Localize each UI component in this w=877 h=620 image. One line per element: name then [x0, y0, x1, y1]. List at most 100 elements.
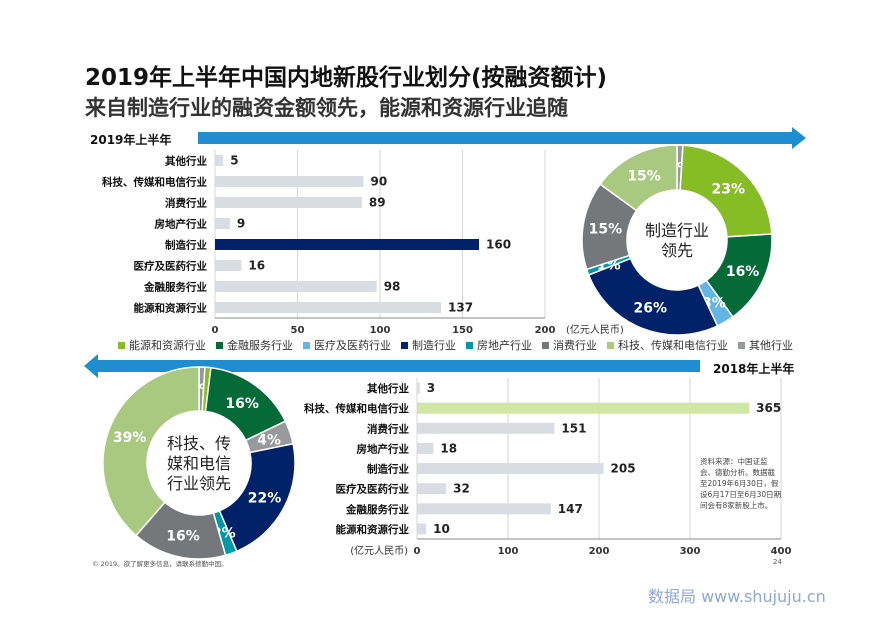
arrow-2018 [84, 354, 700, 378]
bar [215, 197, 362, 208]
category-label: 房地产行业 [357, 442, 410, 455]
data-label: 10 [433, 522, 450, 536]
category-label: 消费行业 [367, 422, 409, 435]
legend-swatch [466, 341, 473, 349]
tick-label: 0 [212, 325, 219, 336]
category-label: 科技、传媒和电信行业 [304, 402, 409, 415]
legend-swatch [303, 341, 310, 349]
data-label: 151 [561, 421, 586, 435]
page-title: 2019年上半年中国内地新股行业划分(按融资额计) [85, 65, 608, 91]
category-label: 科技、传媒和电信行业 [102, 176, 207, 189]
page-number: 24 [773, 558, 782, 566]
category-label: 其他行业 [165, 155, 207, 168]
bar [417, 463, 604, 475]
donut-center-label: 行业领先 [167, 474, 231, 493]
slice-label: 16% [225, 396, 259, 412]
data-label: 137 [448, 301, 473, 315]
legend-item: 制造行业 [401, 337, 456, 353]
legend-swatch [542, 341, 549, 349]
bar [417, 483, 447, 495]
slice-label: 15% [627, 168, 661, 184]
bar [215, 260, 242, 271]
data-label: 98 [384, 280, 401, 294]
tick-label: 400 [771, 546, 792, 557]
legend-swatch [607, 341, 614, 349]
category-label: 金融服务行业 [345, 503, 409, 516]
legend-item: 金融服务行业 [216, 337, 293, 353]
data-label: 147 [558, 502, 583, 516]
pie-slice [218, 442, 296, 553]
donut-center-label: 领先 [661, 241, 693, 260]
data-label: 32 [453, 482, 470, 496]
bar [215, 239, 479, 250]
period-label-2019: 2019年上半年 [90, 133, 172, 147]
slice-label: 39% [113, 430, 147, 446]
tick-label: 50 [291, 325, 305, 336]
category-label: 制造行业 [367, 463, 409, 476]
legend-swatch [216, 341, 223, 349]
bar [215, 176, 364, 187]
tick-label: 100 [498, 546, 519, 557]
category-label: 能源和资源行业 [336, 523, 410, 536]
period-label-2018: 2018年上半年 [713, 362, 795, 376]
legend-item: 医疗及医药行业 [303, 337, 391, 353]
category-label: 医疗及医药行业 [134, 260, 208, 273]
slice-label: 15% [589, 222, 623, 238]
tick-label: 0 [414, 546, 421, 557]
copyright: © 2019。欲了解更多信息，请联系德勤中国。 [92, 560, 228, 568]
category-label: 消费行业 [165, 197, 207, 210]
watermark: 数据局 www.shujuju.cn [648, 587, 826, 606]
data-label: 18 [440, 441, 457, 455]
legend-item: 科技、传媒和电信行业 [607, 337, 728, 353]
bar [215, 218, 230, 229]
bar [215, 302, 442, 313]
tick-label: 200 [589, 546, 610, 557]
bar [417, 402, 750, 414]
donut-center-label: 制造行业 [645, 221, 709, 240]
bar [215, 155, 224, 166]
tick-label: 100 [370, 325, 391, 336]
slice-label: 4% [257, 432, 281, 448]
category-label: 其他行业 [367, 382, 409, 395]
tick-label: 150 [452, 325, 473, 336]
tick-label: 300 [680, 546, 701, 557]
slice-label: 16% [726, 264, 760, 280]
data-label: 16 [248, 259, 265, 273]
slice-label: 26% [634, 300, 668, 316]
legend-item: 其他行业 [738, 337, 793, 353]
data-label: 160 [486, 238, 511, 252]
category-label: 金融服务行业 [143, 281, 207, 294]
slice-label: 23% [712, 182, 746, 198]
tick-label: 200 [535, 325, 556, 336]
category-label: 制造行业 [165, 239, 207, 252]
unit-label: (亿元人民币) [566, 323, 624, 336]
donut-center-label: 媒和电信 [167, 454, 231, 473]
pie-slice [587, 257, 719, 336]
data-label: 3 [427, 381, 435, 395]
pie-slice [102, 366, 200, 537]
legend-swatch [738, 341, 745, 349]
slice-label: 16% [166, 528, 200, 544]
page-subtitle: 来自制造行业的融资金额领先，能源和资源行业追随 [85, 96, 568, 120]
category-label: 医疗及医药行业 [336, 483, 410, 496]
data-label: 205 [611, 462, 636, 476]
source-note: 资料来源：中国证监会、德勤分析。数据截至2019年6月30日，假设6月17日至6… [700, 457, 782, 510]
bar [417, 442, 434, 454]
legend-item: 消费行业 [542, 337, 597, 353]
category-label: 能源和资源行业 [134, 302, 208, 315]
donut-center-label: 科技、传 [167, 434, 231, 453]
slice-label: 22% [248, 490, 282, 506]
legend-item: 房地产行业 [466, 337, 532, 353]
data-label: 90 [371, 175, 388, 189]
legend-swatch [401, 341, 408, 349]
bar [417, 523, 427, 535]
bar [215, 281, 377, 292]
data-label: 365 [756, 401, 781, 415]
legend: 能源和资源行业 金融服务行业 医疗及医药行业 制造行业 房地产行业 消费行业 科… [118, 337, 793, 353]
arrow-2019 [198, 127, 806, 149]
